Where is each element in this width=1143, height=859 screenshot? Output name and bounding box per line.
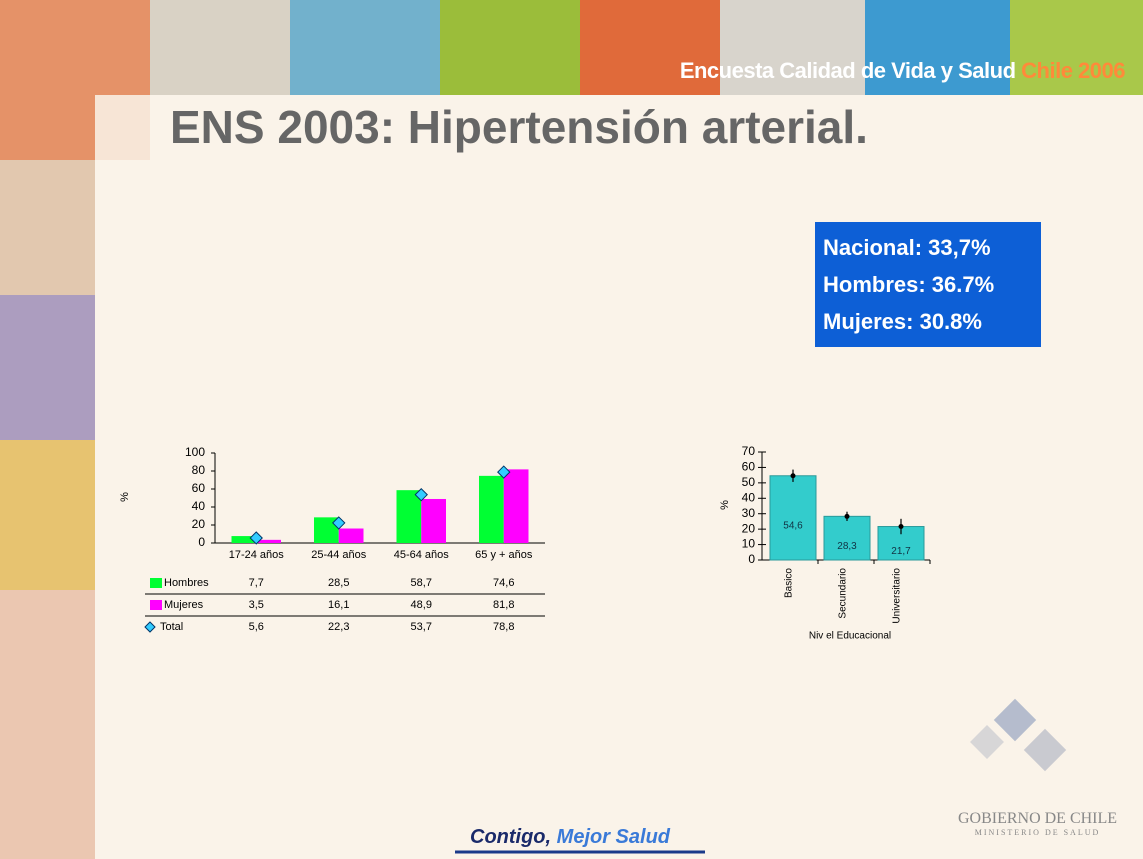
y-axis-label: % [119, 492, 131, 502]
y-tick-label: 40 [192, 499, 206, 513]
header-accent: Chile 2006 [1021, 58, 1125, 83]
table-cell: 74,6 [493, 577, 514, 589]
summary-box: Nacional: 33,7% Hombres: 36.7% Mujeres: 30… [815, 222, 1041, 347]
bg-block [1010, 0, 1143, 95]
bg-block [0, 295, 95, 440]
bar [503, 469, 529, 543]
bg-block [0, 590, 95, 859]
x-tick-label: 17-24 años [229, 549, 285, 561]
y-tick-label: 20 [192, 517, 206, 531]
table-cell: 28,5 [328, 577, 349, 589]
bg-block [865, 0, 1010, 95]
x-tick-label: Universitario [892, 568, 903, 624]
legend-label: Hombres [164, 577, 209, 589]
x-tick-label: Basico [784, 568, 795, 598]
bar [338, 528, 364, 543]
footer-accent: Mejor Salud [556, 826, 671, 848]
bg-block [150, 0, 290, 95]
header-text: Encuesta Calidad de Vida y Salud [679, 58, 1016, 83]
point-marker [898, 524, 904, 530]
data-label: 54,6 [783, 521, 803, 532]
x-tick-label: 45-64 años [394, 549, 450, 561]
summary-line: Hombres: 36.7% [823, 272, 995, 297]
legend-swatch [150, 600, 162, 610]
bg-block [580, 0, 720, 95]
table-cell: 5,6 [249, 621, 264, 633]
bar [479, 475, 504, 543]
legend-swatch [150, 578, 162, 588]
data-label: 21,7 [891, 546, 911, 557]
logo-ministry: MINISTERIO DE SALUD [974, 828, 1101, 837]
table-cell: 48,9 [411, 599, 432, 611]
summary-line: Nacional: 33,7% [823, 235, 991, 260]
total-marker [497, 465, 511, 479]
table-cell: 58,7 [411, 577, 432, 589]
bg-block [720, 0, 865, 95]
bg-block [290, 0, 440, 95]
bar [231, 536, 257, 543]
table-cell: 7,7 [249, 577, 264, 589]
point-marker [790, 473, 796, 479]
y-axis-label: % [719, 500, 731, 510]
y-tick-label: 30 [742, 506, 756, 520]
total-marker [332, 516, 346, 530]
y-tick-label: 80 [192, 463, 206, 477]
table-cell: 22,3 [328, 621, 349, 633]
y-tick-label: 20 [742, 521, 756, 535]
table-cell: 78,8 [493, 621, 514, 633]
table-cell: 81,8 [493, 599, 514, 611]
table-cell: 16,1 [328, 599, 349, 611]
table-cell: 53,7 [411, 621, 432, 633]
header: Encuesta Calidad de Vida y Salud Chile 2… [679, 58, 1126, 84]
y-tick-label: 0 [198, 535, 205, 549]
bar [769, 475, 817, 561]
y-tick-label: 10 [742, 537, 756, 551]
footer: Contigo, Mejor Salud [470, 826, 670, 849]
bg-block [0, 160, 95, 295]
legend-label: Mujeres [164, 599, 204, 611]
data-label: 28,3 [837, 541, 857, 552]
summary-line: Mujeres: 30.8% [823, 309, 982, 334]
bar [256, 539, 281, 543]
x-axis-label: Niv el Educacional [809, 631, 891, 642]
point-marker [844, 513, 850, 519]
y-tick-label: 60 [742, 460, 756, 474]
x-tick-label: Secundario [838, 568, 849, 619]
x-tick-label: 25-44 años [311, 549, 367, 561]
y-tick-label: 40 [742, 490, 756, 504]
bar [421, 498, 446, 543]
total-marker [414, 487, 428, 502]
y-tick-label: 100 [185, 445, 205, 459]
legend-marker [144, 621, 156, 633]
logo: GOBIERNO DE CHILE MINISTERIO DE SALUD [945, 810, 1130, 837]
x-tick-label: 65 y + años [475, 549, 533, 561]
y-tick-label: 0 [748, 552, 755, 566]
y-tick-label: 60 [192, 481, 206, 495]
legend-label: Total [160, 621, 183, 633]
footer-bold: Contigo, [470, 826, 552, 848]
bg-block [0, 440, 95, 590]
table-cell: 3,5 [249, 599, 264, 611]
slide-title: ENS 2003: Hipertensión arterial. [170, 101, 868, 153]
y-tick-label: 70 [742, 444, 756, 458]
bar [823, 515, 871, 561]
bg-block [440, 0, 580, 95]
total-marker [249, 531, 263, 545]
bar [396, 490, 422, 543]
y-tick-label: 50 [742, 475, 756, 489]
logo-name: GOBIERNO DE CHILE [957, 810, 1118, 827]
